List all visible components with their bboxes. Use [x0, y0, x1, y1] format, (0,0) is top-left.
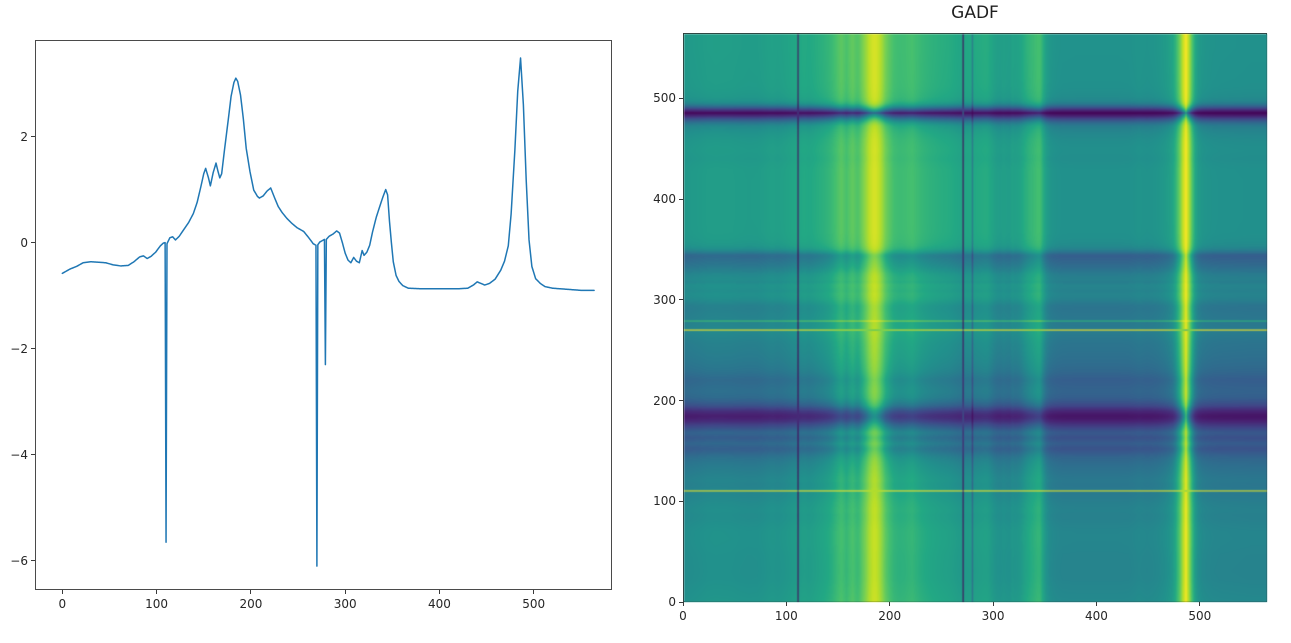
tick-label: −2	[10, 341, 28, 356]
tick-label: 0	[20, 235, 28, 250]
tick-mark	[679, 601, 683, 603]
tick-mark	[31, 348, 35, 350]
tick-mark	[682, 602, 684, 606]
tick-mark	[344, 590, 346, 594]
signal-line	[61, 57, 595, 567]
gadf-title: GADF	[951, 3, 999, 23]
tick-label: 500	[1188, 609, 1212, 623]
tick-mark	[156, 590, 158, 594]
tick-label: 400	[428, 597, 451, 611]
tick-mark	[61, 590, 63, 594]
tick-label: 300	[981, 609, 1005, 623]
gadf-axes	[683, 33, 1267, 602]
tick-label: 200	[653, 393, 676, 408]
tick-label: 2	[20, 129, 28, 144]
tick-label: 500	[653, 91, 676, 106]
tick-label: 300	[333, 597, 357, 611]
tick-mark	[889, 602, 891, 606]
tick-mark	[679, 299, 683, 301]
tick-mark	[31, 136, 35, 138]
tick-label: 300	[653, 292, 676, 307]
tick-label: −4	[10, 447, 28, 462]
tick-mark	[31, 454, 35, 456]
tick-label: 400	[1084, 609, 1108, 623]
gadf-panel: GADF 0 100 200 300 400 500 0 100 200 300 400 500	[645, 0, 1291, 643]
tick-label: 0	[668, 595, 676, 609]
line-plot-panel: 0 100 200 300 400 500 2 0 −2 −4 −6	[0, 0, 645, 643]
tick-mark	[533, 590, 535, 594]
tick-mark	[31, 560, 35, 562]
tick-mark	[1199, 602, 1201, 606]
tick-label: 100	[145, 597, 169, 611]
tick-mark	[992, 602, 994, 606]
tick-label: 200	[239, 597, 263, 611]
tick-mark	[679, 97, 683, 99]
tick-label: 500	[522, 597, 546, 611]
tick-mark	[785, 602, 787, 606]
tick-mark	[438, 590, 440, 594]
tick-mark	[679, 198, 683, 200]
tick-mark	[1095, 602, 1097, 606]
tick-label: −6	[10, 553, 28, 568]
tick-label: 100	[774, 609, 798, 623]
tick-mark	[679, 400, 683, 402]
line-plot-axes	[35, 40, 612, 590]
tick-label: 0	[58, 597, 67, 611]
tick-mark	[679, 500, 683, 502]
tick-label: 0	[679, 609, 687, 623]
tick-mark	[31, 242, 35, 244]
tick-label: 200	[878, 609, 902, 623]
tick-label: 400	[653, 192, 676, 207]
gadf-heatmap	[684, 34, 1267, 602]
tick-label: 100	[653, 494, 676, 509]
tick-mark	[250, 590, 252, 594]
signal-line-plot	[61, 57, 595, 567]
